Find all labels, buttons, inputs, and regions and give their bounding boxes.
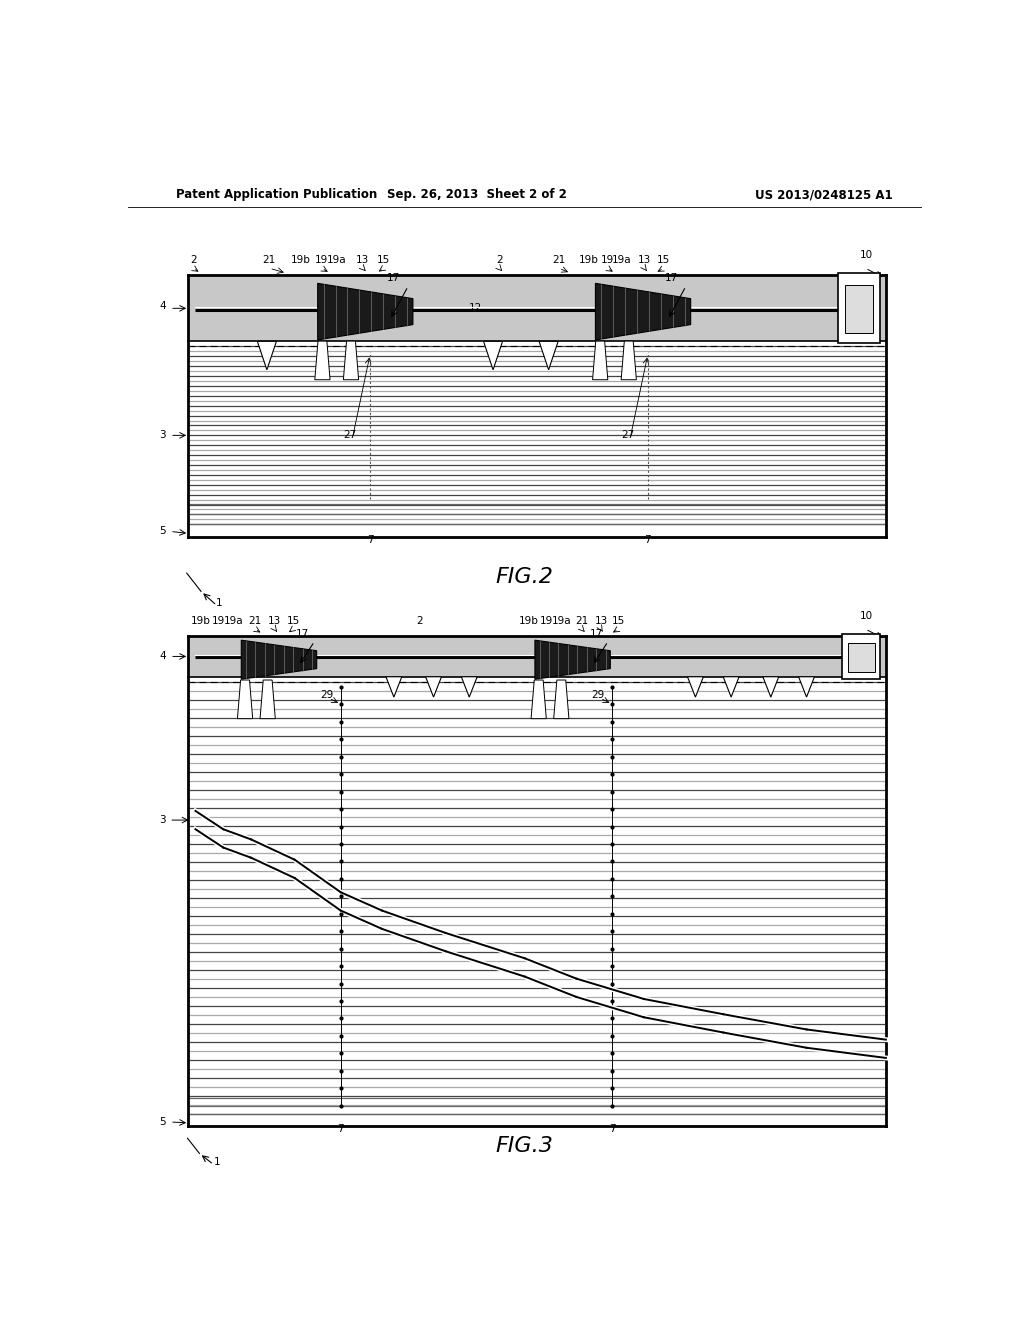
Text: 29: 29: [591, 690, 604, 700]
Text: 17: 17: [387, 273, 400, 284]
Text: 3: 3: [160, 814, 166, 825]
Text: 2: 2: [189, 255, 197, 265]
Text: 19: 19: [601, 255, 614, 265]
Text: FIG.3: FIG.3: [496, 1137, 554, 1156]
Polygon shape: [593, 341, 608, 380]
Text: 19: 19: [315, 255, 329, 265]
Bar: [839, 273, 880, 343]
Text: Sep. 26, 2013  Sheet 2 of 2: Sep. 26, 2013 Sheet 2 of 2: [387, 189, 567, 202]
Text: 19b: 19b: [291, 255, 311, 265]
Text: 15: 15: [657, 255, 671, 265]
Bar: [842, 634, 881, 678]
Text: 7: 7: [337, 1125, 344, 1134]
Text: 19: 19: [212, 616, 225, 626]
Text: 19a: 19a: [611, 255, 632, 265]
Bar: [187, 276, 886, 536]
Text: 15: 15: [287, 616, 300, 626]
Text: 19b: 19b: [519, 616, 539, 626]
Polygon shape: [539, 342, 558, 370]
Polygon shape: [426, 677, 441, 697]
Text: 13: 13: [638, 255, 651, 265]
Text: 7: 7: [644, 535, 651, 545]
Text: 3: 3: [160, 430, 166, 441]
Bar: [845, 285, 873, 333]
Text: 19: 19: [540, 616, 553, 626]
Text: 27: 27: [344, 430, 356, 441]
Text: 5: 5: [160, 527, 166, 536]
Text: 21: 21: [575, 616, 589, 626]
Text: 19a: 19a: [552, 616, 571, 626]
Text: 5: 5: [160, 1117, 166, 1127]
Text: 29: 29: [319, 690, 333, 700]
Text: 21: 21: [262, 255, 275, 265]
Polygon shape: [535, 640, 610, 680]
Polygon shape: [687, 677, 703, 697]
Bar: [187, 636, 886, 677]
Text: 19b: 19b: [191, 616, 211, 626]
Text: 7: 7: [367, 535, 374, 545]
Text: 2: 2: [496, 255, 503, 265]
Text: Patent Application Publication: Patent Application Publication: [176, 189, 377, 202]
Text: 13: 13: [268, 616, 282, 626]
Text: 7: 7: [609, 1125, 615, 1134]
Polygon shape: [723, 677, 739, 697]
Text: 12: 12: [469, 304, 482, 313]
Text: 10: 10: [859, 611, 872, 620]
Polygon shape: [531, 680, 547, 718]
Polygon shape: [343, 341, 358, 380]
Polygon shape: [257, 342, 276, 370]
Polygon shape: [763, 677, 779, 697]
Text: 13: 13: [356, 255, 370, 265]
Polygon shape: [314, 341, 330, 380]
Polygon shape: [242, 640, 316, 680]
Text: 19a: 19a: [223, 616, 244, 626]
Text: 27: 27: [622, 430, 635, 441]
Text: 21: 21: [552, 255, 565, 265]
Polygon shape: [554, 680, 569, 718]
Text: 17: 17: [590, 630, 603, 639]
Text: 10: 10: [859, 249, 872, 260]
Text: 19b: 19b: [579, 255, 598, 265]
Polygon shape: [595, 284, 690, 341]
Polygon shape: [799, 677, 814, 697]
Text: US 2013/0248125 A1: US 2013/0248125 A1: [755, 189, 893, 202]
Text: 15: 15: [611, 616, 625, 626]
Polygon shape: [386, 677, 401, 697]
Text: 13: 13: [594, 616, 607, 626]
Text: 1: 1: [216, 598, 222, 607]
Text: 21: 21: [249, 616, 261, 626]
Bar: [848, 643, 874, 672]
Polygon shape: [461, 677, 477, 697]
Polygon shape: [317, 284, 413, 341]
Text: FIG.2: FIG.2: [496, 568, 554, 587]
Text: 4: 4: [160, 652, 166, 661]
Polygon shape: [483, 342, 503, 370]
Text: 19a: 19a: [327, 255, 346, 265]
Text: 17: 17: [296, 630, 309, 639]
Text: 15: 15: [377, 255, 390, 265]
Bar: [187, 636, 886, 1126]
Polygon shape: [622, 341, 636, 380]
Text: 2: 2: [417, 616, 423, 626]
Text: 17: 17: [665, 273, 678, 284]
Text: 4: 4: [160, 301, 166, 312]
Polygon shape: [260, 680, 275, 718]
Text: 1: 1: [214, 1156, 220, 1167]
Bar: [187, 276, 886, 342]
Polygon shape: [238, 680, 253, 718]
